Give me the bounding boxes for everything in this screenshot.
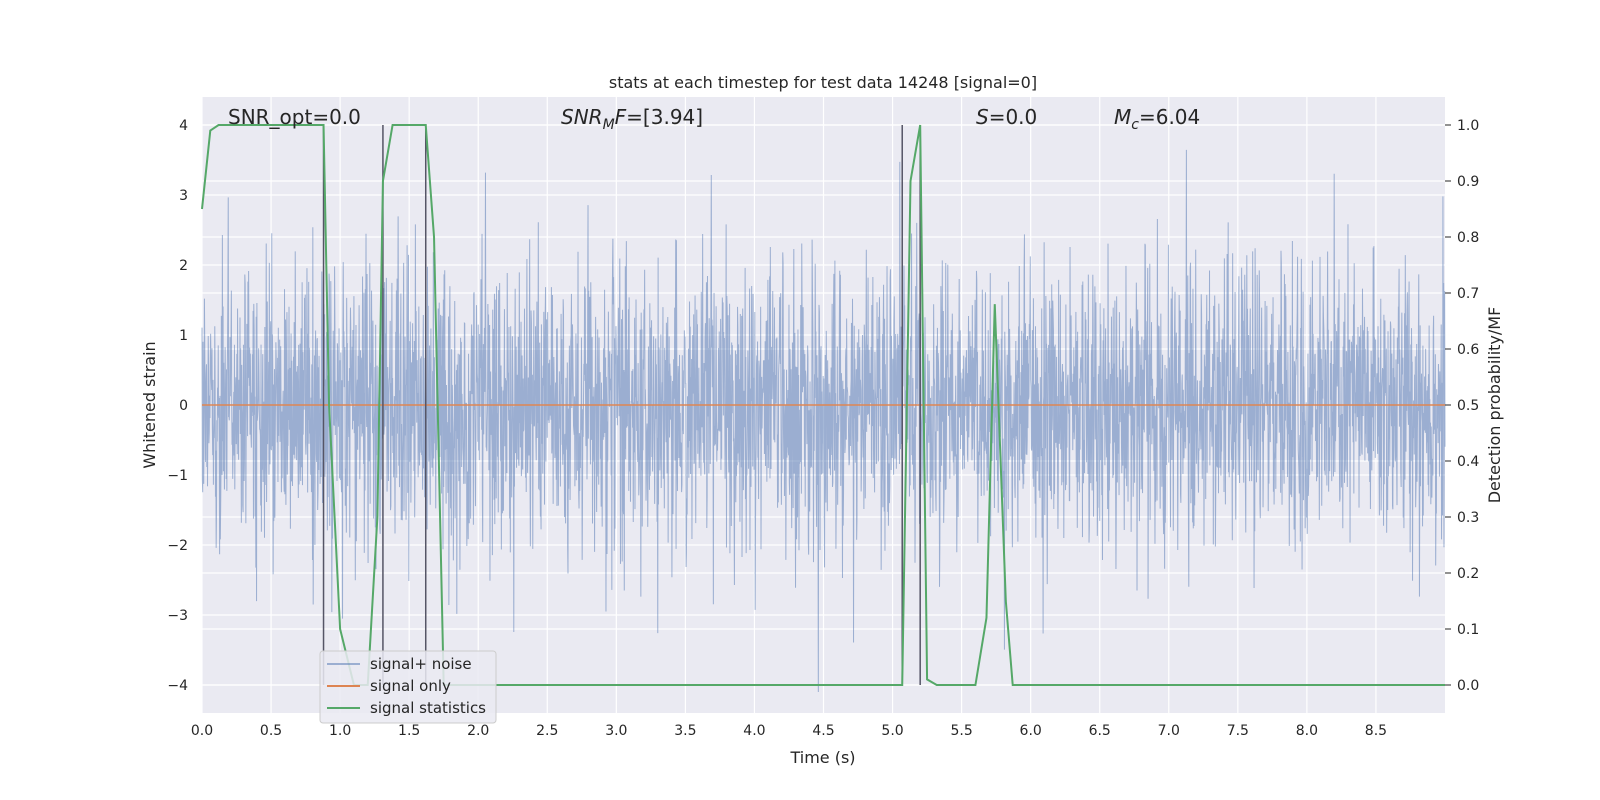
x-tick-label: 4.0 <box>743 723 765 739</box>
legend-label-statistics: signal statistics <box>370 699 486 717</box>
annotation-mc: Mc=6.04 <box>1114 105 1200 133</box>
y-axis-ticks: −4 −3 −2 −1 0 1 2 3 4 <box>167 118 188 694</box>
y-tick-label: −2 <box>167 538 188 554</box>
y-axis-label: Whitened strain <box>140 341 159 468</box>
x-tick-label: 8.5 <box>1365 723 1387 739</box>
annotation-snr-opt: SNR_opt=0.0 <box>228 105 361 129</box>
x-tick-label: 6.5 <box>1089 723 1111 739</box>
y2-tick-label: 0.2 <box>1457 566 1479 582</box>
y2-tick-label: 0.8 <box>1457 230 1479 246</box>
x-tick-label: 7.5 <box>1227 723 1249 739</box>
annotation-s: S=0.0 <box>976 105 1037 129</box>
x-tick-label: 3.0 <box>605 723 627 739</box>
y2-tick-label: 0.1 <box>1457 622 1479 638</box>
signal-statistics-series <box>201 124 1445 686</box>
y2-tick-label: 0.6 <box>1457 342 1479 358</box>
x-tick-label: 2.5 <box>536 723 558 739</box>
x-tick-label: 0.0 <box>191 723 213 739</box>
y-tick-label: 3 <box>179 188 188 204</box>
vertical-marker-lines <box>322 125 921 685</box>
y2-tick-label: 0.4 <box>1457 454 1479 470</box>
x-tick-label: 5.5 <box>950 723 972 739</box>
y2-tick-label: 0.5 <box>1457 398 1479 414</box>
x-axis-ticks: 0.0 0.5 1.0 1.5 2.0 2.5 3.0 3.5 4.0 4.5 5.0 5.5 6.0 6… <box>191 723 1387 739</box>
y2-tick-label: 0.3 <box>1457 510 1479 526</box>
x-tick-label: 4.5 <box>812 723 834 739</box>
annotation-snr-mf: SNRMF=[3.94] <box>561 105 703 133</box>
x-tick-label: 0.5 <box>260 723 282 739</box>
y2-axis-label: Detection probability/MF <box>1485 307 1504 504</box>
x-axis-label: Time (s) <box>789 748 855 767</box>
y2-axis-ticks: 0.0 0.1 0.2 0.3 0.4 0.5 0.6 0.7 0.8 0.9 1.0 <box>1445 118 1479 694</box>
legend-box <box>319 650 497 724</box>
x-tick-label: 8.0 <box>1296 723 1318 739</box>
y-tick-label: 4 <box>179 118 188 134</box>
x-tick-label: 7.0 <box>1158 723 1180 739</box>
y-tick-label: −1 <box>167 468 188 484</box>
annotations: SNR_opt=0.0 SNRMF=[3.94] S=0.0 Mc=6.04 <box>228 105 1200 133</box>
x-tick-label: 1.0 <box>329 723 351 739</box>
statistics-line <box>201 124 1445 686</box>
legend: signal+ noise signal only signal statist… <box>319 650 497 724</box>
x-tick-label: 6.0 <box>1020 723 1042 739</box>
y-tick-label: −3 <box>167 608 188 624</box>
x-tick-label: 5.0 <box>881 723 903 739</box>
y2-tick-label: 0.9 <box>1457 174 1479 190</box>
x-tick-label: 2.0 <box>467 723 489 739</box>
y2-tick-label: 0.7 <box>1457 286 1479 302</box>
y2-tick-label: 0.0 <box>1457 678 1479 694</box>
y-tick-label: 2 <box>179 258 188 274</box>
y-tick-label: 0 <box>179 398 188 414</box>
y2-tick-label: 1.0 <box>1457 118 1479 134</box>
legend-label-signal-only: signal only <box>370 677 451 695</box>
legend-label-noise: signal+ noise <box>370 655 472 673</box>
y-tick-label: 1 <box>179 328 188 344</box>
x-tick-label: 3.5 <box>674 723 696 739</box>
y-tick-label: −4 <box>167 678 188 694</box>
chart-title: stats at each timestep for test data 142… <box>609 73 1037 92</box>
x-tick-label: 1.5 <box>398 723 420 739</box>
